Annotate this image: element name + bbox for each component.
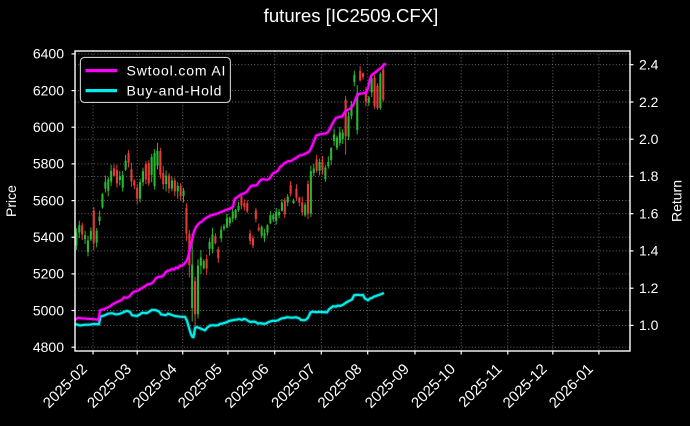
svg-text:5200: 5200 <box>33 266 64 282</box>
svg-text:1.8: 1.8 <box>639 168 659 184</box>
svg-text:6200: 6200 <box>33 82 64 98</box>
svg-text:4800: 4800 <box>33 339 64 355</box>
svg-text:1.0: 1.0 <box>639 317 659 333</box>
svg-text:1.4: 1.4 <box>639 243 659 259</box>
svg-text:1.2: 1.2 <box>639 280 659 296</box>
svg-text:5800: 5800 <box>33 156 64 172</box>
svg-text:Buy-and-Hold: Buy-and-Hold <box>127 82 223 98</box>
svg-text:5400: 5400 <box>33 229 64 245</box>
svg-text:Swtool.com AI: Swtool.com AI <box>127 62 227 78</box>
svg-text:2.0: 2.0 <box>639 131 659 147</box>
svg-text:futures [IC2509.CFX]: futures [IC2509.CFX] <box>264 5 439 26</box>
svg-text:2.4: 2.4 <box>639 57 659 73</box>
svg-text:6000: 6000 <box>33 119 64 135</box>
svg-text:2.2: 2.2 <box>639 94 659 110</box>
svg-text:6400: 6400 <box>33 46 64 62</box>
svg-text:Return: Return <box>669 180 685 222</box>
svg-text:Price: Price <box>3 185 19 217</box>
svg-text:5600: 5600 <box>33 192 64 208</box>
svg-text:5000: 5000 <box>33 302 64 318</box>
svg-text:1.6: 1.6 <box>639 206 659 222</box>
